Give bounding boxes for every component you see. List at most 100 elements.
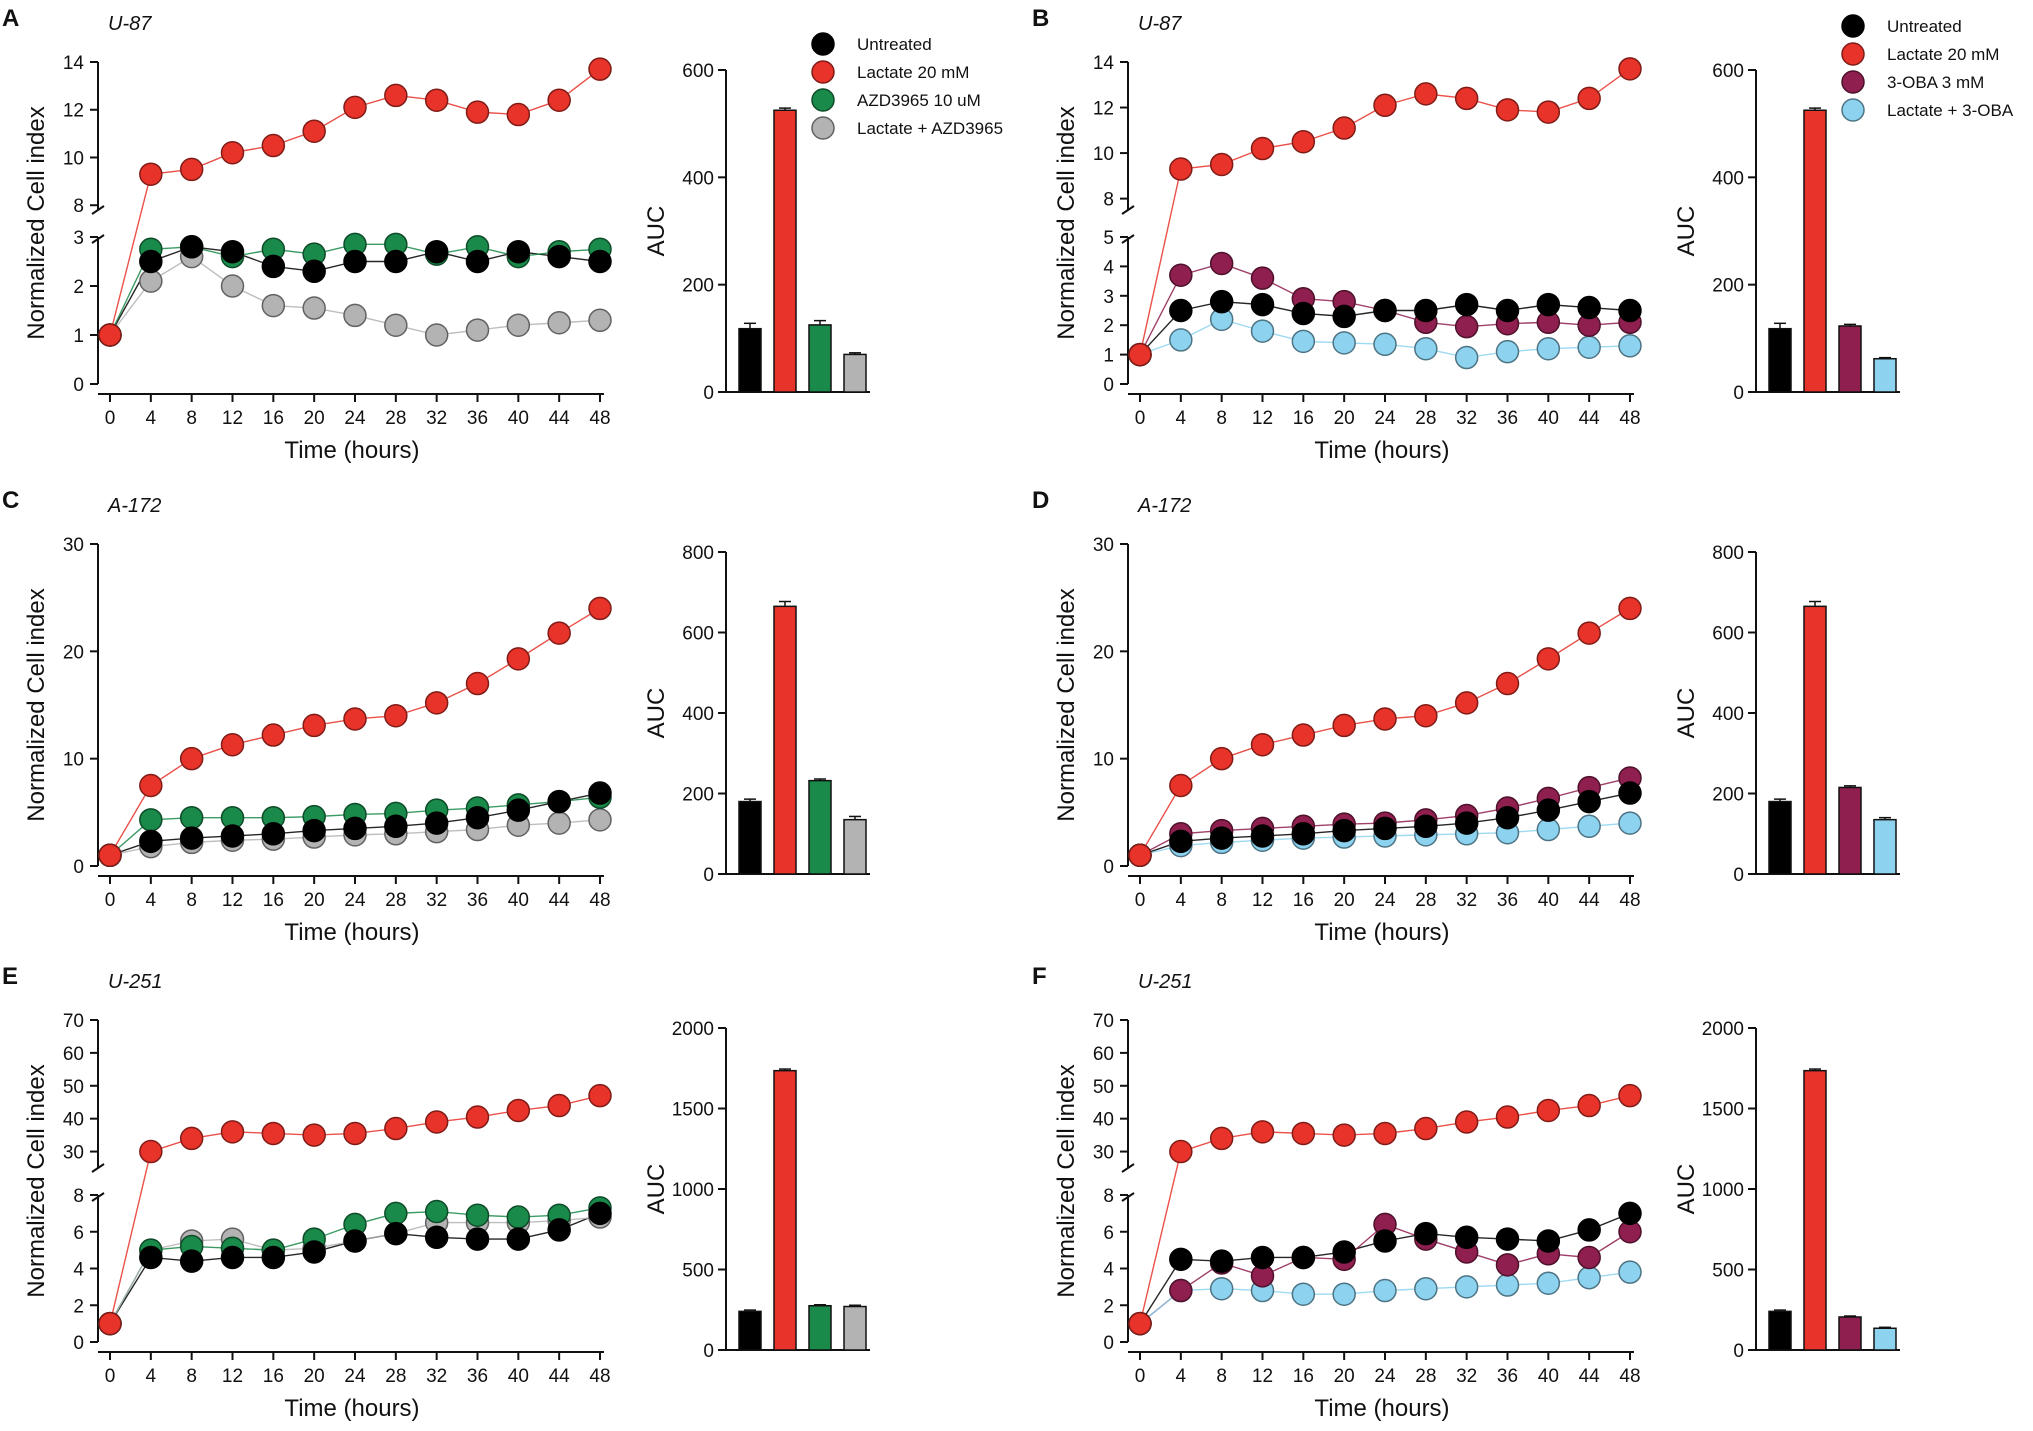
auc-y-tick-label: 0	[1733, 1341, 1744, 1362]
legend-label: Untreated	[857, 35, 932, 54]
y-tick-label: 20	[63, 642, 84, 663]
data-point	[1332, 331, 1356, 355]
data-point	[1495, 98, 1520, 122]
x-tick-label: 12	[222, 890, 243, 911]
x-tick-label: 8	[186, 408, 197, 429]
y-tick-label: 4	[73, 1260, 84, 1281]
series-group	[1128, 1083, 1642, 1336]
data-point	[588, 781, 612, 805]
y-tick-label: 3	[1103, 287, 1114, 308]
cell-line-title: A-172	[1137, 495, 1191, 517]
x-tick-label: 4	[1176, 890, 1187, 911]
data-point	[1169, 328, 1193, 352]
data-point	[424, 811, 449, 835]
data-point	[547, 789, 571, 814]
data-point	[1618, 596, 1642, 621]
data-point	[1373, 1278, 1397, 1303]
legend-label: AZD3965 10 uM	[857, 91, 981, 110]
legend-label: Lactate 20 mM	[1887, 45, 1999, 64]
y-tick-label: 30	[63, 535, 84, 556]
x-tick-label: 16	[1293, 408, 1314, 429]
data-point	[1373, 298, 1397, 323]
data-point	[1495, 298, 1520, 323]
panel-label: C	[2, 487, 19, 514]
data-point	[1618, 781, 1642, 805]
data-point	[1577, 295, 1601, 320]
data-point	[1332, 1240, 1356, 1264]
cell-line-title: U-87	[108, 13, 152, 35]
auc-bar	[1768, 1310, 1792, 1351]
x-tick-label: 40	[1538, 1366, 1559, 1387]
data-point	[1332, 116, 1356, 140]
data-point	[1414, 814, 1438, 839]
y-axis-title: Normalized Cell index	[1053, 1064, 1080, 1297]
data-point	[98, 1311, 122, 1336]
legend-marker	[1841, 14, 1865, 38]
data-point	[465, 1227, 490, 1251]
data-point	[424, 323, 449, 347]
data-point	[465, 1203, 490, 1227]
data-point	[1618, 1201, 1642, 1226]
y-tick-label: 14	[1093, 53, 1115, 74]
data-point	[139, 249, 163, 274]
data-point	[1169, 1278, 1193, 1303]
data-point	[1209, 1126, 1234, 1151]
data-point	[506, 1227, 531, 1251]
y-tick-label: 30	[1093, 535, 1114, 556]
data-point	[1618, 334, 1642, 358]
axis-break-mark	[91, 1192, 105, 1202]
x-tick-label: 44	[1579, 890, 1601, 911]
auc-y-tick-label: 500	[682, 1261, 714, 1282]
data-point	[1495, 805, 1520, 830]
data-point	[302, 1240, 326, 1264]
y-tick-label: 30	[1093, 1143, 1114, 1164]
y-tick-label: 60	[1093, 1044, 1114, 1065]
x-tick-label: 0	[1135, 1366, 1146, 1387]
data-point	[547, 311, 571, 335]
data-point	[1291, 129, 1316, 154]
data-point	[588, 308, 612, 333]
data-point	[1577, 1093, 1601, 1118]
x-tick-label: 0	[105, 890, 116, 911]
auc-y-tick-label: 400	[682, 704, 714, 725]
x-tick-label: 12	[222, 408, 243, 429]
panel-label: B	[1032, 5, 1049, 32]
y-tick-label: 70	[63, 1011, 84, 1032]
x-tick-label: 44	[549, 890, 571, 911]
data-point	[1414, 336, 1438, 361]
x-tick-label: 16	[1293, 890, 1314, 911]
data-point	[1495, 1227, 1520, 1251]
data-point	[465, 249, 490, 274]
data-point	[343, 1121, 367, 1146]
x-tick-label: 0	[105, 408, 116, 429]
auc-bar	[1873, 1327, 1897, 1351]
x-tick-label: 32	[1456, 1366, 1477, 1387]
x-axis-title: Time (hours)	[1314, 919, 1449, 946]
x-tick-label: 36	[1497, 408, 1518, 429]
data-point	[220, 274, 245, 298]
data-point	[1250, 319, 1275, 343]
data-point	[139, 269, 163, 293]
auc-y-tick-label: 2000	[672, 1019, 714, 1040]
data-point	[465, 1105, 490, 1129]
axis-break-mark	[91, 1163, 105, 1173]
axis-break-mark	[1121, 234, 1135, 244]
x-tick-label: 44	[1579, 1366, 1601, 1387]
x-tick-label: 12	[1252, 890, 1273, 911]
auc-y-axis-title: AUC	[643, 688, 670, 739]
auc-y-axis-title: AUC	[643, 206, 670, 257]
auc-y-tick-label: 600	[1712, 61, 1744, 82]
y-tick-label: 8	[1103, 1186, 1114, 1207]
data-point	[588, 1201, 612, 1226]
legend-marker	[811, 88, 835, 112]
y-tick-label: 30	[63, 1143, 84, 1164]
data-point	[547, 621, 571, 645]
legend-label: Untreated	[1887, 17, 1962, 36]
y-tick-label: 0	[1103, 375, 1114, 396]
y-tick-label: 5	[1103, 228, 1114, 249]
x-tick-label: 32	[426, 890, 447, 911]
data-point	[1577, 1265, 1601, 1290]
data-point	[1414, 1221, 1438, 1246]
y-tick-label: 6	[1103, 1223, 1114, 1244]
y-tick-label: 4	[1103, 257, 1114, 278]
